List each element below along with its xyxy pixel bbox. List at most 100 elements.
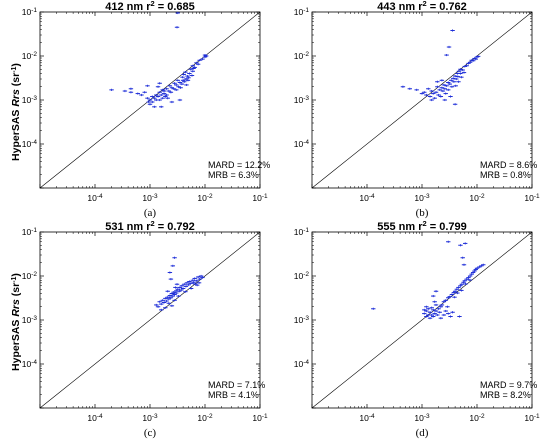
data-point (444, 53, 449, 57)
data-point (152, 105, 157, 108)
data-point (459, 76, 464, 79)
data-point (155, 305, 161, 308)
data-point (431, 315, 436, 318)
data-point (453, 84, 458, 87)
data-point (441, 313, 447, 317)
x-tick-label: 10-1 (252, 193, 268, 204)
data-point (458, 68, 463, 71)
data-point (429, 98, 434, 102)
data-point (457, 315, 462, 318)
data-point (194, 61, 199, 64)
stat-text: MARD = 8.6% (480, 160, 537, 170)
data-point (169, 100, 175, 104)
data-point (145, 97, 150, 100)
data-point (481, 263, 486, 266)
data-point (150, 100, 155, 104)
data-point (472, 269, 477, 273)
data-point (185, 74, 190, 78)
data-point (456, 70, 462, 73)
data-point (188, 282, 193, 285)
y-tick-label: 10-3 (22, 315, 38, 326)
data-point (419, 92, 425, 95)
data-point (170, 264, 176, 267)
data-point (194, 279, 199, 282)
x-tick-label: 10-1 (524, 193, 540, 204)
data-point (171, 291, 176, 294)
data-point (168, 296, 174, 299)
data-point (182, 283, 187, 286)
data-point (184, 83, 189, 87)
data-point (460, 68, 465, 72)
data-point (407, 87, 412, 90)
stat-text: MARD = 7.1% (208, 380, 265, 390)
data-point (154, 303, 159, 307)
data-point (150, 95, 155, 98)
data-point (371, 307, 376, 310)
data-point (174, 26, 180, 29)
y-tick-label: 10-4 (22, 139, 38, 150)
data-point (122, 89, 128, 93)
data-point (171, 87, 176, 90)
data-point (160, 299, 165, 302)
y-tick-label: 10-1 (22, 227, 38, 238)
data-point (183, 285, 189, 288)
x-tick-label: 10-2 (197, 193, 213, 204)
data-point (429, 313, 434, 317)
scatter-panel-3: 10-4 10-3 10-2 10-1 10-4 10-3 10-2 10-1 531 nm r… (22, 219, 268, 440)
data-point (200, 276, 205, 279)
data-point (436, 93, 441, 97)
data-point (161, 92, 167, 95)
data-point (190, 64, 195, 67)
data-point (172, 256, 177, 259)
data-point (433, 309, 439, 313)
data-point (451, 80, 457, 83)
data-point (424, 93, 429, 97)
data-point (187, 280, 192, 283)
data-point (447, 82, 452, 86)
data-point (429, 89, 434, 93)
data-point (188, 287, 194, 290)
stat-text: MARD = 9.7% (480, 380, 537, 390)
stat-text: MARD = 12.2% (208, 160, 270, 170)
data-point (160, 88, 165, 91)
data-point (427, 95, 433, 98)
data-point (470, 271, 476, 274)
scatter-panel-1: 10-4 10-3 10-2 10-1 10-4 10-3 10-2 10-1 412 nm r… (22, 0, 271, 219)
data-point (189, 74, 195, 77)
x-tick-label: 10-1 (524, 413, 540, 424)
data-point (163, 95, 168, 98)
data-point (448, 315, 453, 318)
data-point (452, 290, 458, 293)
data-point (177, 98, 183, 102)
plot-title: 412 nm r2 = 0.685 (105, 0, 195, 13)
data-point (458, 72, 463, 75)
data-point (439, 79, 445, 82)
data-point (451, 77, 456, 80)
plot-title: 555 nm r2 = 0.799 (377, 219, 467, 234)
data-point (424, 309, 429, 313)
data-point (475, 55, 481, 58)
data-point (444, 84, 449, 87)
data-point (467, 274, 473, 278)
x-tick-label: 10-4 (359, 413, 375, 424)
x-tick-label: 10-1 (252, 413, 268, 424)
data-point (147, 103, 153, 106)
y-tick-label: 10-2 (22, 51, 38, 62)
scatter-panel-2: 10-4 10-3 10-2 10-1 10-4 10-3 10-2 10-1 443 nm r… (294, 0, 540, 219)
data-point (168, 91, 174, 94)
data-point (441, 83, 447, 87)
data-point (414, 88, 419, 91)
data-point (183, 71, 188, 74)
data-point (203, 54, 209, 58)
data-point (454, 288, 460, 291)
y-tick-label: 10-4 (294, 359, 310, 370)
data-point (145, 84, 150, 87)
data-point (433, 91, 439, 94)
data-point (161, 301, 167, 304)
data-point (464, 64, 469, 67)
data-point (438, 317, 444, 320)
data-point (179, 288, 184, 292)
one-to-one-line (39, 231, 261, 409)
data-point (431, 92, 436, 95)
